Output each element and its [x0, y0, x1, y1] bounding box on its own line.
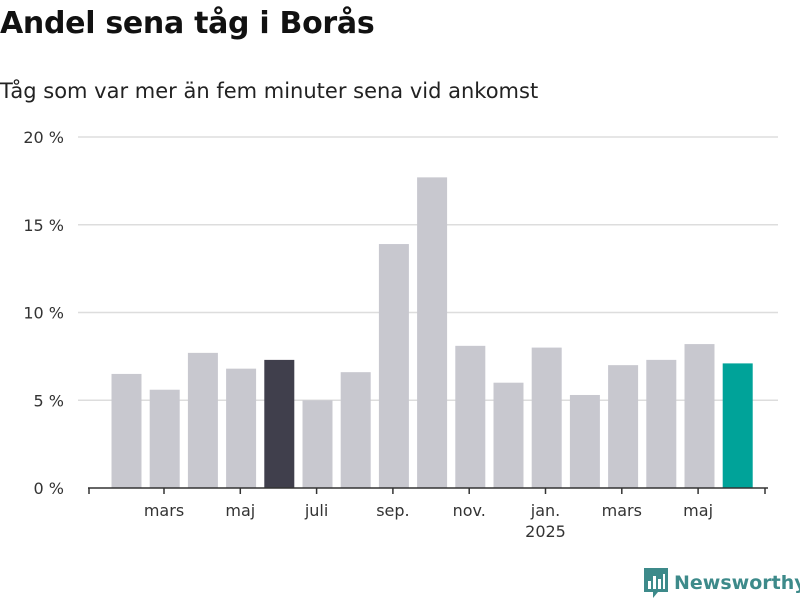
y-tick-label: 5 %	[34, 391, 64, 410]
bar	[111, 373, 142, 488]
bar	[417, 177, 448, 489]
bar-chart-logo-icon	[644, 568, 668, 598]
chart-subtitle: Tåg som var mer än fem minuter sena vid …	[0, 79, 539, 103]
x-tick-label: jan.	[530, 501, 560, 520]
x-tick-label: nov.	[453, 501, 486, 520]
bar	[187, 352, 218, 488]
chart-title: Andel sena tåg i Borås	[0, 6, 375, 41]
y-tick-label: 15 %	[23, 216, 64, 235]
bar	[531, 347, 562, 488]
bar	[226, 368, 257, 488]
bar	[684, 344, 715, 488]
bar	[302, 400, 333, 488]
bar	[722, 363, 753, 488]
x-tick-label: sep.	[376, 501, 409, 520]
x-year-label: 2025	[525, 522, 566, 541]
bar	[569, 394, 600, 488]
bars	[111, 177, 753, 489]
x-tick-label: juli	[304, 501, 328, 520]
y-tick-label: 10 %	[23, 304, 64, 323]
bar	[340, 372, 371, 488]
x-axis: mars maj juli sep. nov. jan. mars maj 2025	[88, 487, 768, 541]
bar	[493, 382, 524, 488]
y-tick-label: 20 %	[23, 128, 64, 147]
bar	[646, 359, 677, 488]
bar	[378, 244, 409, 488]
brand-name: Newsworthy	[674, 572, 800, 594]
bar	[455, 345, 486, 488]
y-axis-labels: 0 % 5 % 10 % 15 % 20 %	[23, 128, 64, 498]
bar	[608, 365, 639, 488]
x-tick-label: maj	[225, 501, 255, 520]
bar	[264, 359, 295, 488]
x-tick-label: mars	[602, 501, 642, 520]
x-tick-label: maj	[683, 501, 713, 520]
newsworthy-logo: Newsworthy	[644, 568, 800, 598]
bar	[149, 389, 180, 488]
y-tick-label: 0 %	[34, 479, 64, 498]
x-tick-label: mars	[144, 501, 184, 520]
